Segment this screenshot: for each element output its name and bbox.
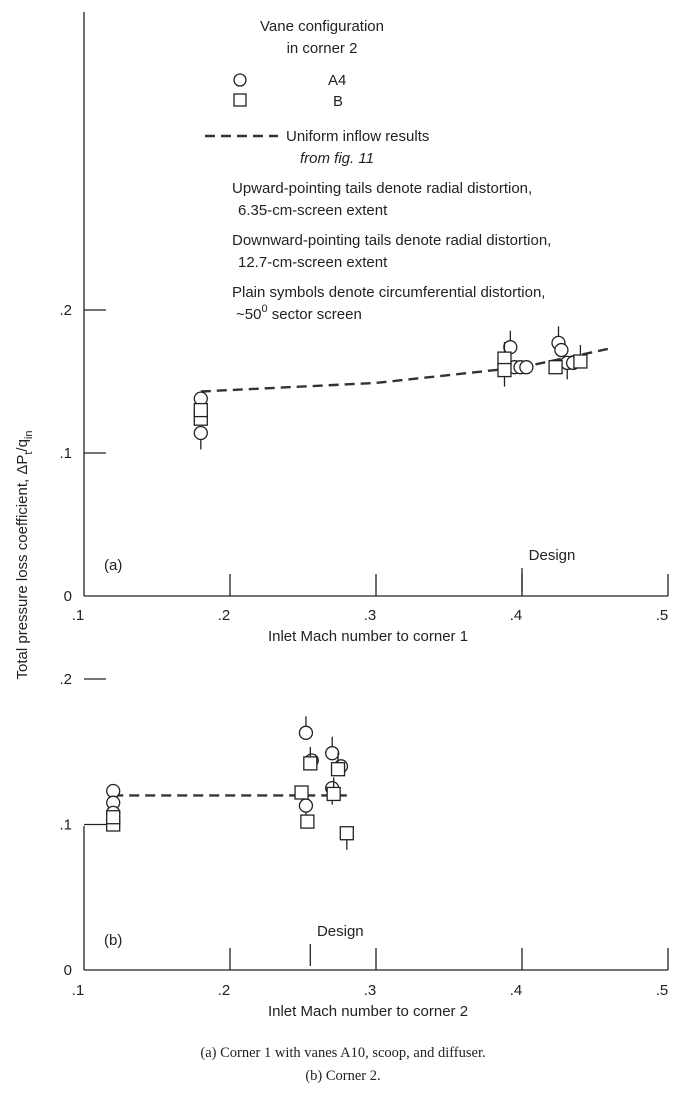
data-point-square-a (193, 402, 208, 418)
legend-note-plain-approx: ~50 (236, 306, 261, 323)
data-point-square-a (573, 354, 588, 369)
y-axis-label-slash-q: /q (14, 439, 31, 452)
legend-note-down-2: 12.7-cm-screen extent (238, 254, 388, 271)
data-point-circle-b (325, 746, 340, 761)
caption-a: (a) Corner 1 with vanes A10, scoop, and … (200, 1045, 485, 1061)
data-point-square-b (330, 762, 346, 777)
data-point-square-b (339, 826, 354, 841)
x-tick-label-a: .5 (656, 607, 669, 624)
y-tick-label-b: .2 (59, 671, 72, 688)
panel-label-a: (a) (104, 557, 122, 574)
legend-a4-label: A4 (328, 72, 346, 89)
legend-square-marker (233, 93, 247, 107)
y-tick-label-b: .1 (59, 817, 72, 834)
y-axis-label-main: Total pressure loss coefficient, ΔP (14, 455, 31, 680)
data-point-square-b (303, 756, 318, 771)
x-axis-label-a: Inlet Mach number to corner 1 (268, 628, 468, 645)
legend: Vane configuration in corner 2 A4 B Unif… (205, 18, 551, 323)
x-tick-label-b: .2 (218, 982, 231, 999)
x-tick-label-b: .3 (364, 982, 377, 999)
x-tick-label-b: .1 (72, 982, 85, 999)
y-axis-label-sub-in: in (23, 431, 35, 440)
data-point-circle-b (298, 725, 314, 740)
legend-circle-marker (233, 73, 247, 87)
design-label-a: Design (529, 547, 576, 564)
legend-note-plain-1: Plain symbols denote circumferential dis… (232, 284, 545, 301)
data-point-square-a (497, 362, 512, 378)
legend-note-plain-2: ~500 sector screen (236, 303, 362, 323)
y-axis-label-sub-t: t (23, 452, 35, 455)
data-point-circle-a (554, 342, 569, 358)
x-tick-label-a: .3 (364, 607, 377, 624)
legend-note-down-1: Downward-pointing tails denote radial di… (232, 232, 551, 249)
legend-note-up-2: 6.35-cm-screen extent (238, 202, 388, 219)
data-point-square-a (548, 360, 563, 375)
legend-uniform-label-1: Uniform inflow results (286, 128, 429, 145)
design-label-b: Design (317, 923, 364, 940)
y-tick-label-a: .1 (59, 445, 72, 462)
y-tick-label-a: .2 (59, 302, 72, 319)
y-tick-label-b: 0 (64, 962, 72, 979)
y-tick-label-a: 0 (64, 588, 72, 605)
legend-note-up-1: Upward-pointing tails denote radial dist… (232, 180, 532, 197)
legend-note-plain-sector: sector screen (268, 306, 362, 323)
legend-note-plain-degree: 0 (261, 303, 267, 315)
data-point-circle-a (193, 425, 208, 441)
x-tick-label-b: .4 (510, 982, 523, 999)
x-tick-label-a: .1 (72, 607, 85, 624)
x-tick-label-b: .5 (656, 982, 669, 999)
x-axis-label-b: Inlet Mach number to corner 2 (268, 1003, 468, 1020)
chart-panel-b: .1.2.3.4.50.1.2(b)Inlet Mach number to c… (59, 671, 669, 1020)
uniform-inflow-line-a (200, 347, 610, 393)
data-point-circle-b (298, 798, 314, 813)
x-tick-label-a: .4 (510, 607, 523, 624)
chart-panel-a: .1.2.3.4.50.1.2(a)Inlet Mach number to c… (59, 12, 669, 645)
legend-heading-line-2: in corner 2 (287, 40, 358, 57)
data-point-circle-a (519, 360, 534, 375)
x-tick-label-a: .2 (218, 607, 231, 624)
y-axis-label: Total pressure loss coefficient, ΔPt/qin (14, 431, 35, 680)
data-point-square-b (300, 814, 315, 829)
legend-uniform-label-2: from fig. 11 (300, 150, 374, 167)
caption-b: (b) Corner 2. (305, 1068, 380, 1084)
data-point-square-b (326, 786, 341, 802)
panel-label-b: (b) (104, 932, 122, 949)
legend-b-label: B (333, 93, 343, 110)
data-point-square-b (106, 810, 121, 825)
data-point-square-b (294, 785, 309, 800)
legend-heading-line-1: Vane configuration (260, 18, 384, 35)
